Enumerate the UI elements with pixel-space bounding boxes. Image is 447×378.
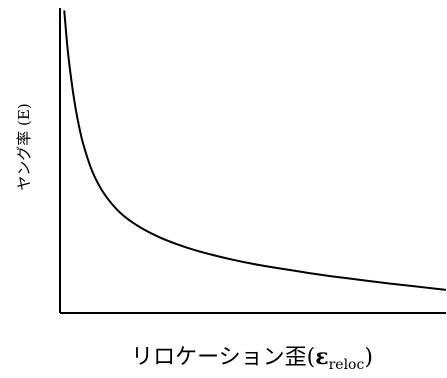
x-axis-label-symbol: ε (315, 344, 328, 370)
x-axis-label-subscript: reloc (329, 357, 365, 373)
plot-area (59, 8, 447, 314)
x-axis-label-text: リロケーション歪( (131, 345, 315, 370)
y-axis-label: ヤング率 (E) (15, 103, 33, 190)
x-axis-label: リロケーション歪(εreloc) (131, 344, 373, 373)
series-curve (63, 10, 447, 291)
x-axis-label-close: ) (364, 345, 373, 370)
